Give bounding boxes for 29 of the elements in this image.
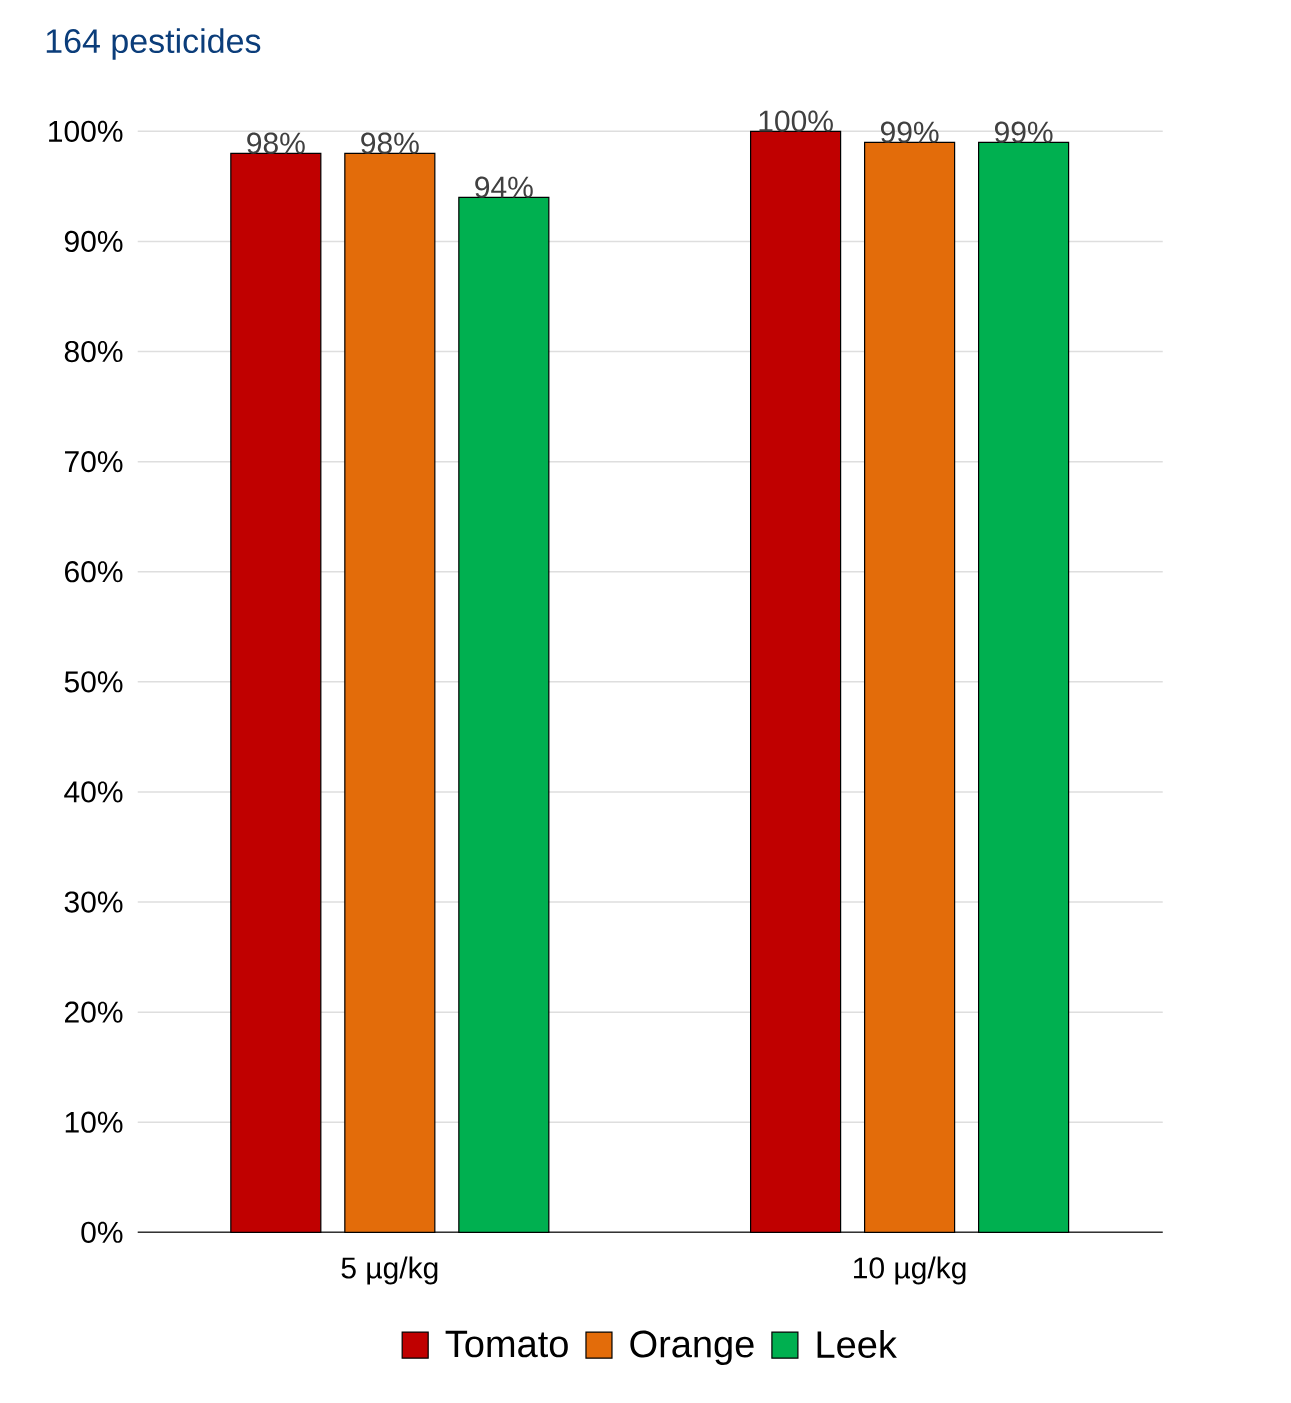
y-tick-label: 80% [64,340,123,363]
data-label: 98% [247,132,305,154]
bar [978,141,1070,1233]
y-tick-label: 50% [64,671,123,693]
data-label: 98% [361,132,419,154]
y-tick-label: 20% [65,1001,123,1023]
chart-subtitle: 164 pesticides [46,28,261,60]
bar [230,152,322,1233]
y-tick-label: 10% [65,1111,123,1133]
y-tick-label: 70% [65,451,123,473]
legend-label: Leek [817,1330,897,1359]
y-tick-label: 0% [81,1221,123,1243]
data-label: 99% [880,121,939,143]
bar [458,196,550,1233]
bar [750,130,842,1233]
bar [864,141,956,1233]
data-label: 100% [759,110,833,132]
y-tick-label: 40% [64,781,123,803]
y-tick-label: 30% [64,891,123,913]
y-tick-label: 60% [65,561,123,583]
legend-label: Tomato [445,1330,568,1358]
x-tick-label: 10 µg/kg [854,1256,966,1285]
data-label: 94% [475,176,533,198]
bar [344,152,436,1233]
data-label: 99% [994,121,1053,143]
y-tick-label: 100% [49,120,123,142]
y-tick-label: 90% [64,230,123,253]
legend-label: Orange [630,1330,754,1366]
x-tick-label: 5 µg/kg [341,1256,438,1285]
